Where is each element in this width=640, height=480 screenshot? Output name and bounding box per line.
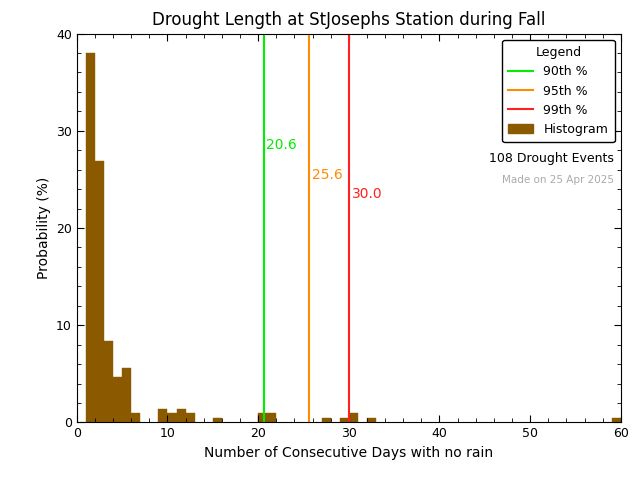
Bar (321, 418, 331, 422)
Bar (131, 413, 140, 422)
Bar (212, 418, 222, 422)
Title: Drought Length at StJosephs Station during Fall: Drought Length at StJosephs Station duri… (152, 11, 545, 29)
Bar (186, 413, 195, 422)
Bar (258, 413, 268, 422)
Bar (158, 409, 168, 422)
Bar (122, 368, 131, 422)
Bar (268, 413, 276, 422)
Bar (168, 413, 177, 422)
Bar (367, 418, 376, 422)
Bar (95, 161, 104, 422)
Text: 108 Drought Events: 108 Drought Events (489, 152, 614, 165)
Text: 25.6: 25.6 (312, 168, 342, 181)
Bar (86, 53, 95, 422)
Bar (113, 377, 122, 422)
Text: Made on 25 Apr 2025: Made on 25 Apr 2025 (502, 175, 614, 185)
Text: 30.0: 30.0 (351, 187, 382, 201)
Text: 20.6: 20.6 (266, 138, 297, 152)
Legend: 90th %, 95th %, 99th %, Histogram: 90th %, 95th %, 99th %, Histogram (502, 40, 614, 143)
X-axis label: Number of Consecutive Days with no rain: Number of Consecutive Days with no rain (204, 446, 493, 460)
Bar (612, 418, 621, 422)
Bar (340, 418, 349, 422)
Bar (349, 413, 358, 422)
Bar (177, 409, 186, 422)
Y-axis label: Probability (%): Probability (%) (36, 177, 51, 279)
Bar (104, 341, 113, 422)
